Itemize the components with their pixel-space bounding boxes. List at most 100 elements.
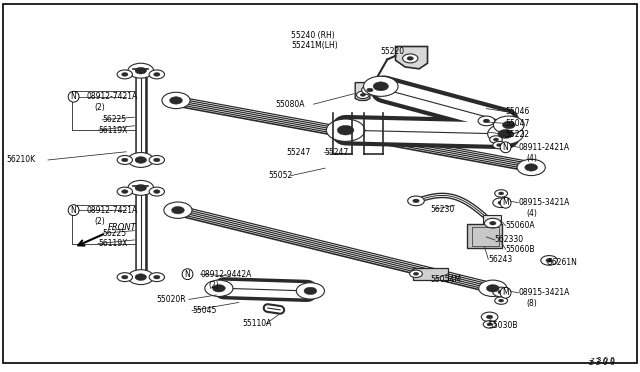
Circle shape	[410, 270, 422, 278]
Text: 55060B: 55060B	[506, 245, 535, 254]
Text: 55020R: 55020R	[157, 295, 186, 304]
Circle shape	[212, 285, 225, 292]
Text: 56230: 56230	[431, 205, 455, 214]
Circle shape	[490, 136, 502, 143]
Circle shape	[486, 315, 493, 319]
Circle shape	[122, 158, 128, 162]
Text: (2): (2)	[208, 281, 219, 290]
Text: (2): (2)	[94, 217, 105, 226]
Text: 55054M: 55054M	[431, 275, 461, 283]
Circle shape	[117, 273, 132, 282]
Circle shape	[117, 155, 132, 164]
Circle shape	[356, 91, 369, 99]
Circle shape	[481, 312, 498, 322]
Circle shape	[497, 144, 502, 147]
Text: 08915-3421A: 08915-3421A	[518, 288, 570, 297]
Text: (4): (4)	[526, 209, 537, 218]
Circle shape	[487, 323, 492, 326]
Text: 55052: 55052	[269, 171, 293, 180]
Circle shape	[117, 70, 132, 79]
Circle shape	[413, 199, 419, 203]
Circle shape	[360, 93, 365, 96]
Text: 56243: 56243	[488, 255, 513, 264]
Text: 55220: 55220	[381, 47, 405, 56]
Circle shape	[128, 153, 154, 167]
Circle shape	[154, 190, 160, 193]
Text: N: N	[71, 206, 76, 215]
Text: N: N	[503, 143, 508, 152]
Text: 08912-7421A: 08912-7421A	[86, 206, 138, 215]
Circle shape	[488, 124, 524, 144]
Circle shape	[517, 159, 545, 176]
Bar	[472, 227, 499, 246]
Circle shape	[326, 119, 365, 141]
Circle shape	[499, 192, 504, 195]
Text: 08915-3421A: 08915-3421A	[518, 198, 570, 207]
Circle shape	[493, 198, 509, 208]
Text: 55222: 55222	[506, 130, 530, 139]
Text: N: N	[185, 270, 190, 279]
Circle shape	[478, 116, 495, 126]
Circle shape	[296, 283, 324, 299]
Circle shape	[154, 73, 160, 76]
Circle shape	[483, 119, 490, 123]
Circle shape	[407, 57, 413, 60]
Circle shape	[135, 67, 147, 74]
Text: (2): (2)	[94, 103, 105, 112]
Bar	[413, 268, 448, 280]
Text: 562330: 562330	[495, 235, 524, 244]
Circle shape	[172, 206, 184, 214]
Circle shape	[403, 54, 418, 63]
Text: 56210K: 56210K	[6, 155, 36, 164]
Circle shape	[122, 275, 128, 279]
Circle shape	[149, 187, 164, 196]
Text: 55247: 55247	[324, 148, 349, 157]
Text: 55045: 55045	[192, 306, 216, 315]
Circle shape	[493, 141, 506, 149]
Circle shape	[135, 157, 147, 163]
Circle shape	[364, 76, 398, 96]
Circle shape	[362, 85, 378, 95]
Circle shape	[135, 274, 147, 280]
Text: 55247: 55247	[286, 148, 310, 157]
Circle shape	[128, 270, 154, 285]
Circle shape	[498, 290, 504, 294]
Text: 55047: 55047	[506, 119, 530, 128]
Text: 55030B: 55030B	[488, 321, 518, 330]
Circle shape	[154, 158, 160, 162]
Text: 56225: 56225	[102, 229, 127, 238]
Text: N: N	[71, 92, 76, 101]
Bar	[467, 224, 502, 248]
Circle shape	[117, 187, 132, 196]
Text: 55240 (RH): 55240 (RH)	[291, 31, 335, 40]
Text: 56119X: 56119X	[98, 239, 127, 248]
Text: 56261N: 56261N	[547, 258, 577, 267]
Circle shape	[154, 275, 160, 279]
Circle shape	[149, 70, 164, 79]
Circle shape	[304, 287, 317, 295]
Circle shape	[122, 73, 128, 76]
Circle shape	[493, 116, 524, 134]
Text: 08912-9442A: 08912-9442A	[200, 270, 252, 279]
Circle shape	[164, 202, 192, 218]
Circle shape	[135, 185, 147, 191]
Text: 56119X: 56119X	[98, 126, 127, 135]
Text: M: M	[502, 288, 509, 297]
Circle shape	[525, 164, 538, 171]
Circle shape	[408, 196, 424, 206]
Text: 55110A: 55110A	[242, 319, 271, 328]
Text: 56225: 56225	[102, 115, 127, 124]
Circle shape	[495, 190, 508, 197]
Text: 55241M(LH): 55241M(LH)	[291, 41, 338, 50]
Text: M: M	[502, 198, 509, 207]
Circle shape	[413, 272, 419, 275]
Circle shape	[498, 129, 513, 138]
Text: (4): (4)	[526, 154, 537, 163]
Polygon shape	[396, 46, 428, 69]
Text: FRONT: FRONT	[108, 224, 136, 232]
Circle shape	[502, 121, 515, 129]
Circle shape	[493, 138, 499, 141]
Bar	[483, 215, 501, 223]
Circle shape	[495, 297, 508, 304]
Circle shape	[128, 180, 154, 195]
